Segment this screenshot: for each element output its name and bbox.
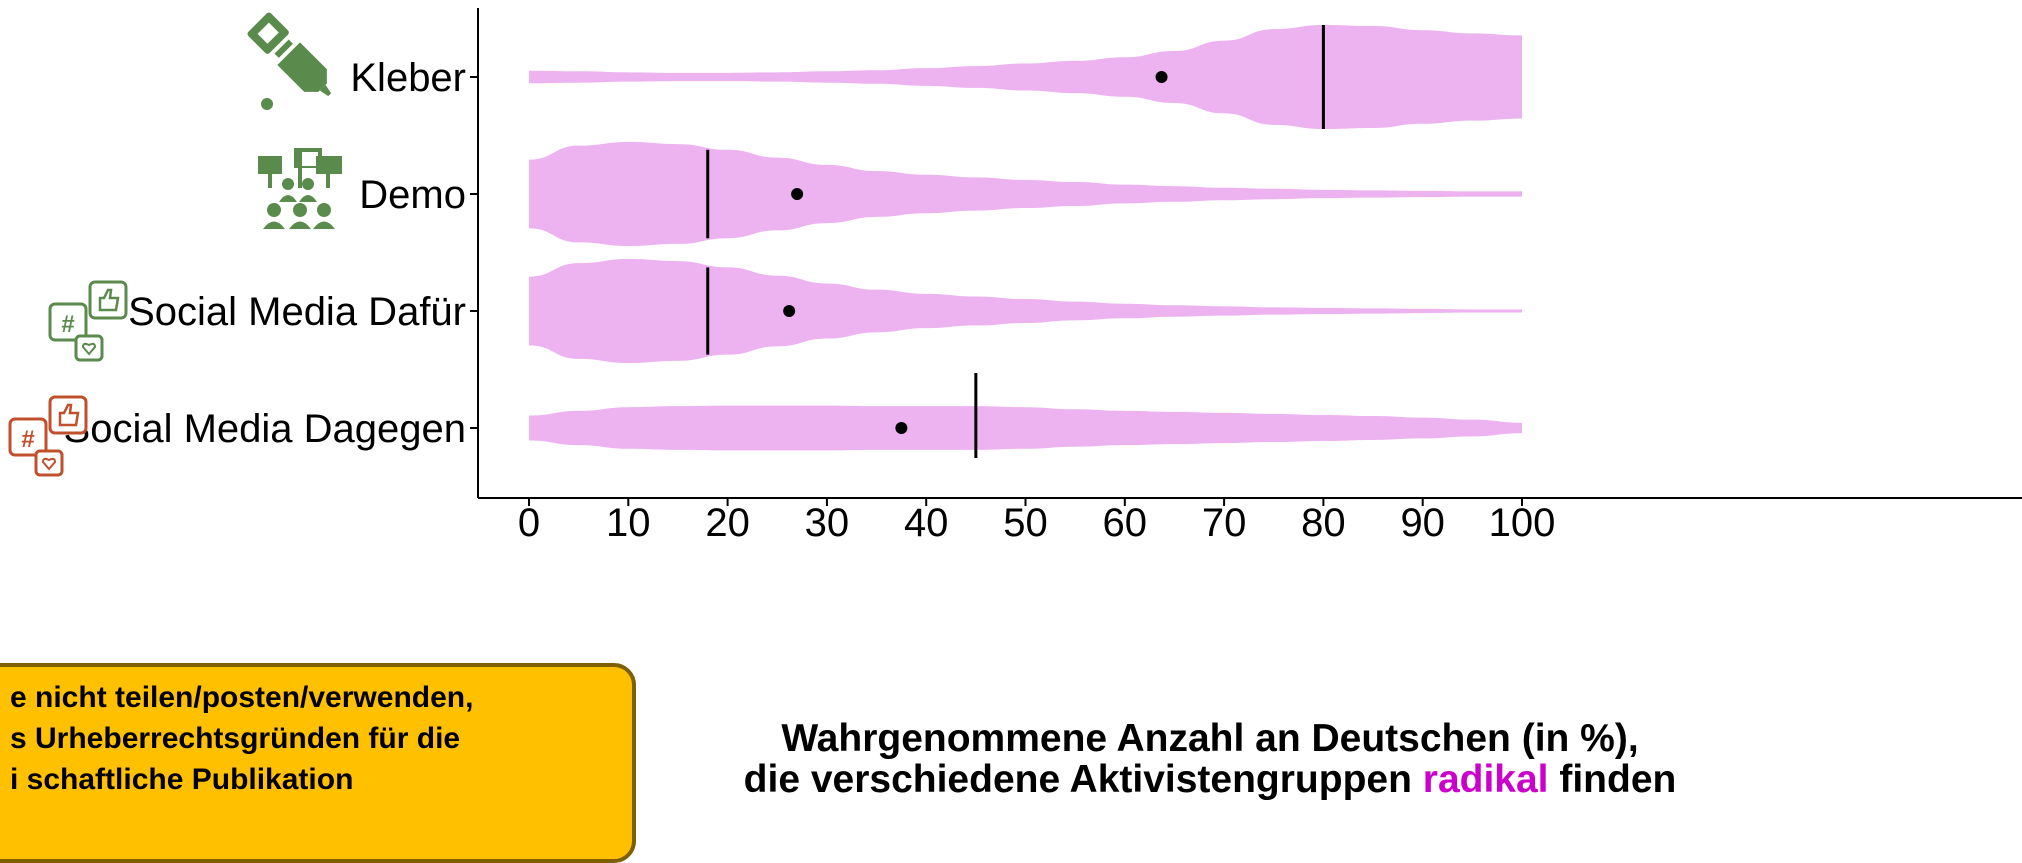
mean-point-2 (783, 305, 796, 317)
mean-point-3 (895, 422, 908, 434)
category-label-3: Social Media Dagegen (64, 407, 466, 451)
x-tick-label-60: 60 (1103, 501, 1148, 545)
x-tick-label-50: 50 (1003, 501, 1048, 545)
x-axis-title-line2-post: finden (1559, 758, 1677, 801)
x-tick-label-20: 20 (705, 501, 750, 545)
social-media-icon: # (48, 280, 128, 362)
x-axis-title-line2: die verschiedene Aktivistengruppen radik… (620, 759, 1800, 800)
violin-2 (529, 259, 1522, 363)
x-axis-title-highlight: radikal (1422, 758, 1549, 801)
svg-text:#: # (21, 426, 34, 453)
x-tick-label-100: 100 (1489, 501, 1556, 545)
category-label-2: Social Media Dafür (128, 290, 466, 334)
notice-line-3: i schaftliche Publikation (10, 763, 354, 796)
copyright-notice: e nicht teilen/posten/verwenden, s Urheb… (0, 663, 636, 863)
mean-point-0 (1155, 71, 1168, 83)
x-tick-label-40: 40 (904, 501, 949, 545)
violin-chart: 0 10 20 30 40 50 60 70 80 90 100 Kleber Demo Social M… (8, 8, 2022, 545)
category-label-0: Kleber (350, 56, 466, 100)
x-axis-title: Wahrgenommene Anzahl an Deutschen (in %)… (620, 718, 1800, 800)
x-tick-label-70: 70 (1202, 501, 1247, 545)
demo-icon (258, 148, 342, 229)
x-axis-title-line1: Wahrgenommene Anzahl an Deutschen (in %)… (781, 717, 1639, 760)
category-label-1: Demo (359, 173, 466, 217)
x-tick-label-30: 30 (805, 501, 850, 545)
x-tick-label-0: 0 (518, 501, 540, 545)
violin-1 (529, 142, 1522, 246)
violin-3 (529, 405, 1522, 451)
svg-text:#: # (61, 311, 74, 338)
violin-0 (529, 25, 1522, 129)
glue-drop-icon (261, 98, 273, 110)
notice-line-2: s Urheberrechtsgründen für die (10, 722, 461, 755)
glue-icon (247, 12, 332, 97)
notice-line-1: e nicht teilen/posten/verwenden, (10, 681, 474, 714)
x-tick-label-90: 90 (1400, 501, 1445, 545)
social-media-icon: # (8, 395, 88, 477)
x-axis-title-line2-pre: die verschiedene Aktivistengruppen (743, 758, 1412, 801)
x-tick-label-80: 80 (1301, 501, 1346, 545)
x-tick-label-10: 10 (606, 501, 651, 545)
mean-point-1 (791, 188, 804, 200)
